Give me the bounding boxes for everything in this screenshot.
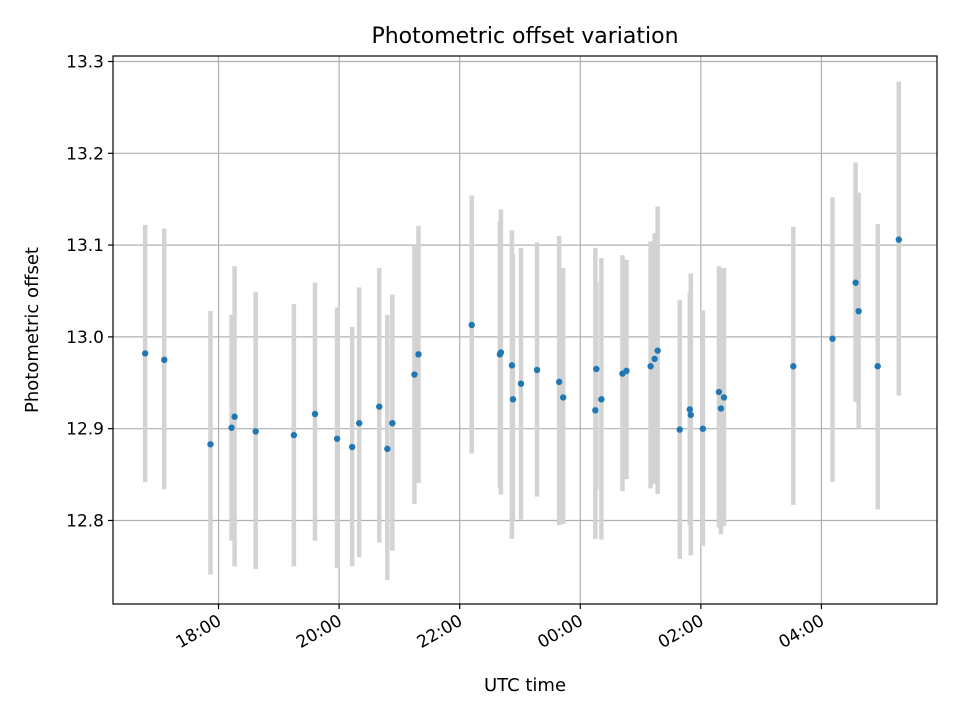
data-point [228, 424, 235, 431]
data-point [411, 371, 418, 378]
data-point [517, 380, 525, 387]
x-tick-label: 00:00 [534, 611, 586, 653]
data-point [533, 366, 541, 374]
chart-title: Photometric offset variation [371, 24, 678, 49]
x-axis-label: UTC time [484, 675, 566, 696]
data-point [376, 403, 383, 410]
data-point [647, 363, 654, 370]
data-point [651, 355, 658, 363]
data-point [855, 307, 862, 315]
data-point [598, 396, 605, 403]
data-point [290, 431, 298, 439]
data-point [384, 445, 391, 453]
data-point [717, 405, 725, 412]
data-point [509, 396, 517, 403]
y-tick-label: 13.0 [66, 328, 104, 348]
y-axis-label: Photometric offset [22, 247, 43, 413]
data-point [559, 394, 567, 401]
data-point [829, 335, 836, 342]
y-tick-label: 12.9 [66, 420, 104, 440]
data-point [715, 388, 723, 396]
data-point [676, 426, 683, 433]
data-points [141, 236, 903, 453]
axis-ticks: 12.8 12.9 13.0 13.1 13.2 13.3 18:00 20:00 22:00 0… [66, 53, 828, 653]
data-point [231, 413, 238, 420]
data-point [389, 419, 396, 427]
data-point [790, 363, 797, 370]
x-tick-label: 20:00 [293, 611, 345, 653]
data-point [720, 394, 728, 401]
y-tick-label: 13.3 [66, 53, 104, 73]
data-point [687, 411, 695, 419]
y-tick-label: 13.1 [66, 236, 104, 256]
data-point [593, 365, 600, 373]
data-point [468, 321, 475, 329]
data-point [852, 279, 859, 286]
data-point [699, 425, 707, 432]
data-point [592, 407, 599, 414]
data-point [161, 356, 168, 364]
data-point [555, 378, 563, 386]
data-point [355, 419, 363, 427]
plot-frame [112, 55, 938, 605]
data-point [141, 350, 149, 357]
data-point [497, 349, 505, 356]
data-point [207, 441, 214, 448]
error-bars [142, 81, 902, 581]
grid-lines [113, 56, 937, 604]
data-point [333, 435, 341, 442]
data-point [895, 236, 903, 243]
y-tick-label: 12.8 [66, 511, 104, 531]
data-point [311, 410, 319, 418]
data-point [654, 347, 661, 354]
data-point [508, 362, 516, 369]
data-point [623, 367, 630, 375]
data-point [252, 428, 259, 435]
x-tick-label: 02:00 [655, 611, 707, 653]
data-point [874, 363, 881, 370]
data-point [686, 406, 693, 413]
x-tick-label: 22:00 [414, 611, 466, 653]
y-tick-label: 13.2 [66, 144, 104, 164]
x-tick-label: 04:00 [776, 611, 828, 653]
x-tick-label: 18:00 [173, 611, 225, 653]
data-point [415, 351, 422, 358]
data-point [348, 443, 356, 451]
